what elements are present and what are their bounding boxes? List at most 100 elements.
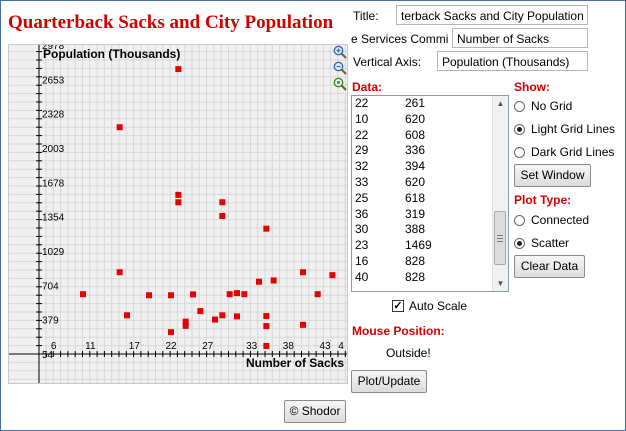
radio-light-grid-button[interactable] <box>514 123 525 135</box>
x-tick-label: 11 <box>85 341 96 352</box>
scatter-chart[interactable]: 2978 2653 2328 2003 1678 1354 1029 704 379 546 11 1… <box>9 45 347 383</box>
zoom-reset-icon[interactable] <box>333 77 347 91</box>
data-row-x: 25 <box>355 190 369 205</box>
y-tick-label: 2003 <box>42 144 65 155</box>
x-tick-label: 17 <box>129 341 141 352</box>
x-tick-label: 4 <box>338 341 344 352</box>
data-row: 30 388 <box>352 222 494 238</box>
plot-area[interactable]: 2978 2653 2328 2003 1678 1354 1029 704 379 54 6 11 1… <box>8 44 348 384</box>
clear-data-button[interactable]: Clear Data <box>514 255 585 278</box>
data-row-y: 608 <box>405 127 426 142</box>
data-point <box>175 199 182 206</box>
data-scrollbar[interactable]: ▲ ▼ <box>492 96 508 291</box>
data-point <box>197 308 204 315</box>
vertical-axis-label: Vertical Axis: <box>353 55 422 69</box>
title-label: Title: <box>353 9 379 23</box>
data-point <box>175 66 182 73</box>
show-heading: Show: <box>514 80 550 94</box>
data-point <box>300 321 306 328</box>
data-row-y: 336 <box>405 143 426 158</box>
data-point <box>124 312 130 319</box>
scroll-down-icon[interactable]: ▼ <box>496 279 505 288</box>
set-window-button[interactable]: Set Window <box>514 164 591 187</box>
horizontal-axis-field[interactable]: Number of Sacks <box>452 28 588 48</box>
data-point <box>80 291 86 298</box>
plot-update-button[interactable]: Plot/Update <box>351 370 427 393</box>
data-point <box>168 329 174 336</box>
data-row: 16 828 <box>352 254 494 270</box>
scroll-thumb[interactable] <box>494 211 506 265</box>
zoom-out-icon[interactable] <box>333 61 347 75</box>
data-row: 29 336 <box>352 143 494 159</box>
data-heading: Data: <box>352 80 383 94</box>
radio-connected-button[interactable] <box>514 214 525 226</box>
radio-scatter-button[interactable] <box>514 237 525 249</box>
data-row-x: 23 <box>355 238 369 253</box>
y-tick-label: 2328 <box>42 110 65 121</box>
y-tick-label: 704 <box>42 281 59 292</box>
radio-no-grid-button[interactable] <box>514 100 525 112</box>
radio-light-grid[interactable]: Light Grid Lines <box>514 120 615 138</box>
data-textarea[interactable]: 22 261 10 620 22 608 29 336 32 394 33 620 25 618 36 319… <box>351 95 509 292</box>
data-point <box>175 191 182 198</box>
data-row-x: 30 <box>355 222 369 237</box>
data-row: 22 608 <box>352 128 494 144</box>
data-row: 23 1469 <box>352 238 494 254</box>
data-row: 22 261 <box>352 96 494 112</box>
data-row-x: 10 <box>355 111 369 126</box>
data-row-x: 16 <box>355 253 369 268</box>
data-point <box>329 272 336 279</box>
x-tick-label: 33 <box>246 341 258 352</box>
data-point <box>256 278 262 285</box>
vertical-axis-field[interactable]: Population (Thousands) <box>437 51 588 71</box>
data-point <box>168 292 174 299</box>
data-point <box>116 269 123 276</box>
x-tick-label: 38 <box>283 341 295 352</box>
data-row: 25 618 <box>352 191 494 207</box>
y-tick-label: 1678 <box>42 178 65 189</box>
data-row-y: 388 <box>405 222 426 237</box>
y-tick-label: 54 <box>42 350 54 361</box>
data-point <box>219 212 226 219</box>
data-row-y: 620 <box>405 174 426 189</box>
zoom-in-icon[interactable] <box>333 45 347 59</box>
data-row-y: 620 <box>405 111 426 126</box>
data-point <box>263 323 270 330</box>
radio-connected[interactable]: Connected <box>514 211 589 229</box>
data-point <box>263 313 270 320</box>
y-tick-label: 2978 <box>42 45 65 52</box>
data-row: 10 620 <box>352 112 494 128</box>
data-row-y: 261 <box>405 96 426 110</box>
data-row-y: 828 <box>405 253 426 268</box>
shodor-button[interactable]: © Shodor <box>284 400 346 423</box>
radio-no-grid[interactable]: No Grid <box>514 97 572 115</box>
y-tick-label: 1029 <box>42 247 65 258</box>
radio-scatter[interactable]: Scatter <box>514 234 569 252</box>
data-row: 40 828 <box>352 270 494 286</box>
x-tick-label: 43 <box>319 341 331 352</box>
data-point <box>182 318 189 325</box>
data-row-x: 33 <box>355 174 369 189</box>
data-row-y: 618 <box>405 190 426 205</box>
radio-light-grid-label: Light Grid Lines <box>531 122 616 136</box>
mouse-position-heading: Mouse Position: <box>352 324 445 338</box>
radio-dark-grid-label: Dark Grid Lines <box>531 145 615 159</box>
data-point <box>116 124 123 131</box>
data-point <box>226 291 233 298</box>
scroll-up-icon[interactable]: ▲ <box>496 99 505 108</box>
radio-dark-grid-button[interactable] <box>514 146 525 158</box>
title-field[interactable]: terback Sacks and City Population <box>396 5 588 25</box>
auto-scale-checkbox[interactable]: ✓ <box>392 300 404 312</box>
data-point <box>146 292 152 299</box>
y-axis-label: Population (Thousands) <box>43 47 180 61</box>
data-point <box>241 291 248 298</box>
radio-dark-grid[interactable]: Dark Grid Lines <box>514 143 614 161</box>
data-row-y: 828 <box>405 269 426 284</box>
x-tick-label: 6 <box>51 341 57 352</box>
horizontal-axis-label: e Services Commi <box>351 32 449 46</box>
data-row-x: 36 <box>355 206 369 221</box>
data-row-y: 1469 <box>405 238 432 253</box>
data-row-x: 22 <box>355 127 369 142</box>
data-point <box>270 277 277 284</box>
data-point <box>314 291 321 298</box>
